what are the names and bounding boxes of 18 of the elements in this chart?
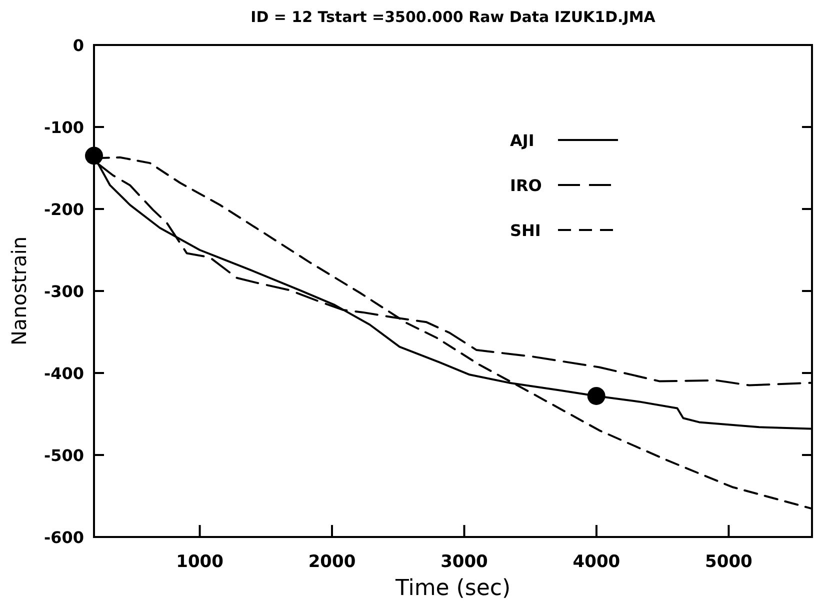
x-tick-label: 1000 bbox=[176, 552, 224, 572]
y-tick-label: -500 bbox=[44, 446, 84, 465]
y-axis-title: Nanostrain bbox=[7, 236, 31, 346]
legend-label: SHI bbox=[510, 221, 541, 240]
x-tick-label: 5000 bbox=[705, 552, 753, 572]
x-tick-label: 2000 bbox=[308, 552, 356, 572]
x-tick-label: 3000 bbox=[440, 552, 488, 572]
y-tick-label: -300 bbox=[44, 282, 84, 301]
legend-label: IRO bbox=[510, 176, 542, 195]
y-tick-label: -100 bbox=[44, 118, 84, 137]
x-tick-label: 4000 bbox=[572, 552, 620, 572]
y-tick-label: -400 bbox=[44, 364, 84, 383]
chart-title: ID = 12 Tstart =3500.000 Raw Data IZUK1D.JMA bbox=[250, 8, 656, 26]
y-tick-label: -600 bbox=[44, 528, 84, 547]
y-tick-label: -200 bbox=[44, 200, 84, 219]
y-tick-label: 0 bbox=[72, 36, 84, 55]
x-axis-title: Time (sec) bbox=[394, 576, 511, 601]
legend-label: AJI bbox=[510, 131, 534, 150]
